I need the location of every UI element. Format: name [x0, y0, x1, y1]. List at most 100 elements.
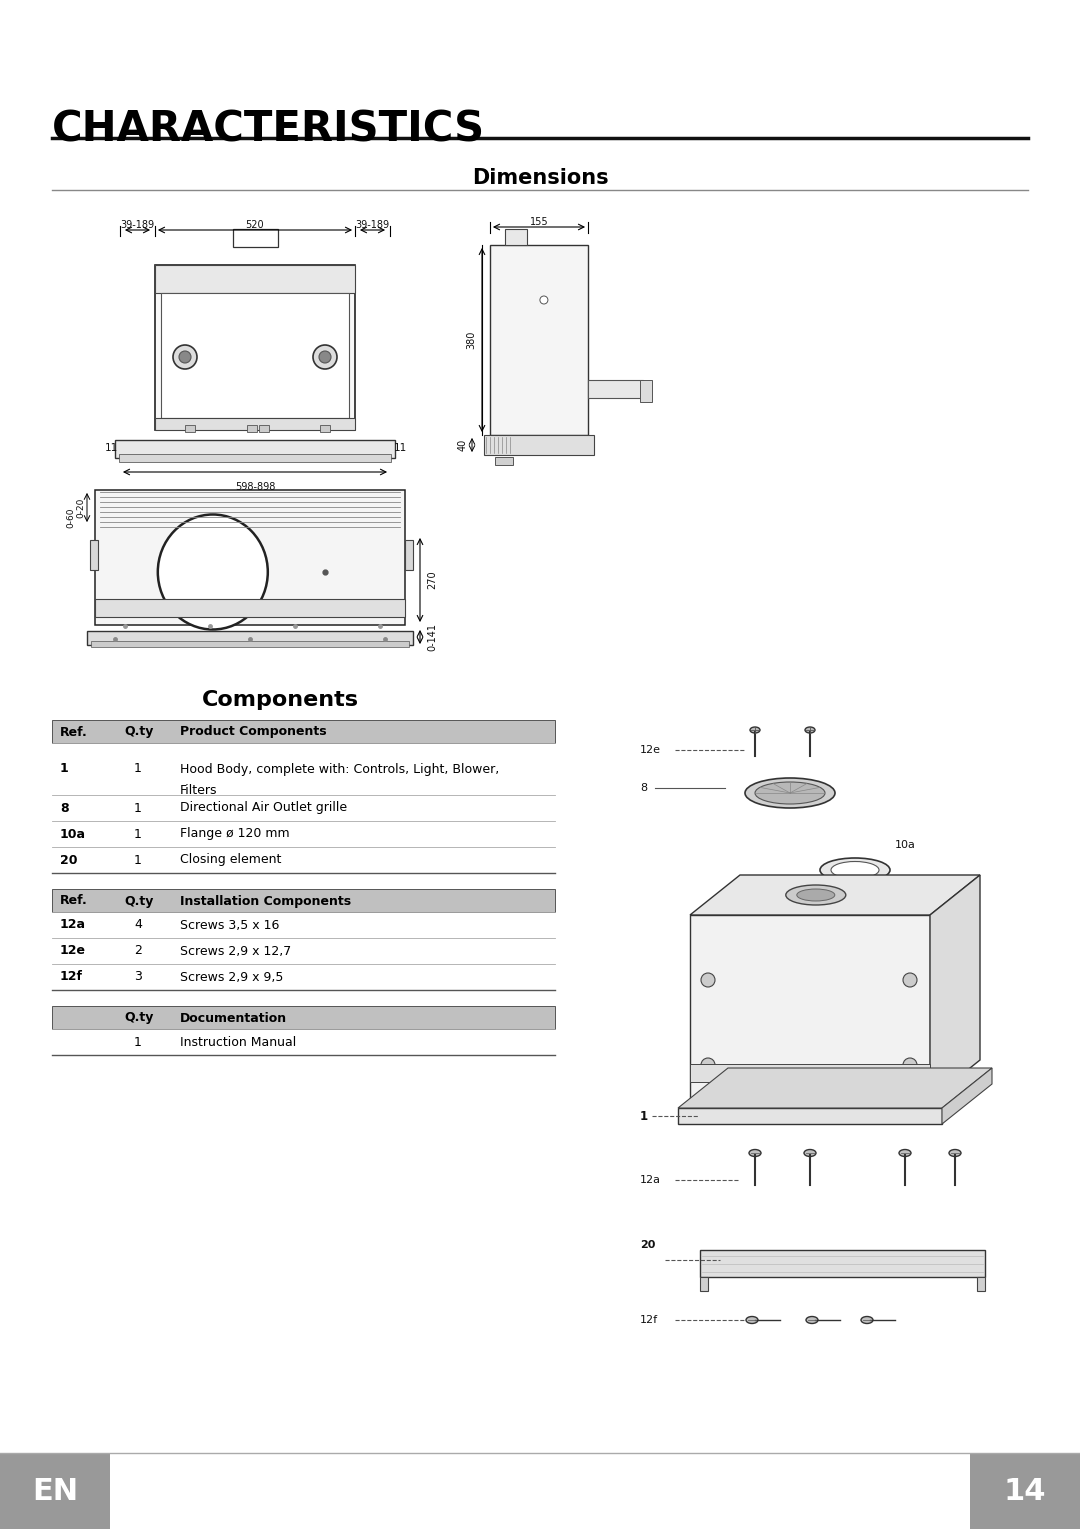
Text: 1: 1 — [640, 1110, 648, 1122]
Ellipse shape — [949, 1150, 961, 1156]
Text: 39-189: 39-189 — [120, 220, 154, 229]
Text: 12e: 12e — [640, 745, 661, 755]
Ellipse shape — [746, 1316, 758, 1324]
Ellipse shape — [745, 778, 835, 807]
Ellipse shape — [786, 885, 846, 905]
Bar — [640, 381, 652, 402]
Bar — [52, 720, 555, 743]
Circle shape — [179, 352, 191, 362]
Bar — [161, 294, 349, 417]
Bar — [320, 425, 330, 433]
Ellipse shape — [797, 888, 835, 901]
Ellipse shape — [158, 514, 268, 630]
Ellipse shape — [820, 858, 890, 882]
Text: Screws 3,5 x 16: Screws 3,5 x 16 — [180, 919, 280, 931]
Text: 10a: 10a — [895, 839, 916, 850]
Bar — [690, 1064, 930, 1083]
Circle shape — [540, 297, 548, 304]
Text: Hood Body, complete with: Controls, Light, Blower,: Hood Body, complete with: Controls, Ligh… — [180, 763, 499, 775]
Circle shape — [319, 352, 330, 362]
Ellipse shape — [806, 1316, 818, 1324]
Bar — [156, 265, 355, 294]
Text: 40: 40 — [458, 439, 468, 451]
Polygon shape — [930, 875, 980, 1099]
Bar — [977, 1277, 985, 1290]
Text: 14: 14 — [1003, 1477, 1047, 1506]
Circle shape — [903, 1058, 917, 1072]
Bar — [0, 1453, 110, 1529]
Text: 1: 1 — [134, 827, 141, 841]
Circle shape — [701, 972, 715, 988]
Bar — [910, 1083, 918, 1089]
Bar — [156, 417, 355, 430]
Text: 1: 1 — [134, 801, 141, 815]
Text: Components: Components — [202, 690, 359, 709]
Text: CHARACTERISTICS: CHARACTERISTICS — [52, 109, 485, 150]
Circle shape — [313, 346, 337, 368]
Text: Closing element: Closing element — [180, 853, 282, 867]
Bar — [505, 229, 527, 245]
Ellipse shape — [899, 1150, 912, 1156]
Bar — [95, 489, 405, 625]
Ellipse shape — [750, 1150, 761, 1156]
Bar — [739, 1083, 747, 1089]
Text: Directional Air Outlet grille: Directional Air Outlet grille — [180, 801, 347, 815]
Text: Flange ø 120 mm: Flange ø 120 mm — [180, 827, 289, 841]
Bar — [185, 425, 195, 433]
Bar — [91, 641, 409, 647]
Text: 0-20: 0-20 — [77, 498, 85, 518]
Text: Filters: Filters — [180, 784, 217, 798]
Bar — [87, 631, 413, 645]
Text: 12a: 12a — [640, 1174, 661, 1185]
Text: 1: 1 — [134, 1035, 141, 1049]
Circle shape — [173, 346, 197, 368]
Bar — [233, 229, 278, 248]
Bar — [156, 265, 355, 430]
Text: Screws 2,9 x 12,7: Screws 2,9 x 12,7 — [180, 945, 292, 957]
Bar — [95, 599, 405, 618]
Text: 20: 20 — [640, 1240, 656, 1251]
Bar — [259, 425, 269, 433]
Text: 1: 1 — [134, 763, 141, 775]
Text: Dimensions: Dimensions — [472, 168, 608, 188]
Bar — [119, 454, 391, 462]
Bar — [247, 425, 257, 433]
Text: Q.ty: Q.ty — [124, 725, 153, 739]
Bar — [727, 1083, 735, 1089]
Text: Q.ty: Q.ty — [124, 1012, 153, 1024]
Text: Product Components: Product Components — [180, 725, 326, 739]
Text: 12a: 12a — [60, 919, 86, 931]
Ellipse shape — [831, 861, 879, 879]
Text: 380: 380 — [465, 330, 476, 349]
Text: Instruction Manual: Instruction Manual — [180, 1035, 296, 1049]
Text: 2: 2 — [134, 945, 141, 957]
Bar — [900, 1083, 908, 1089]
Text: EN: EN — [32, 1477, 78, 1506]
Bar — [588, 381, 643, 398]
Polygon shape — [942, 1067, 993, 1124]
Bar — [90, 540, 98, 570]
Text: 3: 3 — [134, 971, 141, 983]
Text: 12f: 12f — [60, 971, 83, 983]
Text: 598-898: 598-898 — [234, 482, 275, 492]
Bar — [52, 888, 555, 911]
Text: 8: 8 — [60, 801, 69, 815]
Bar — [484, 434, 594, 456]
Text: Screws 2,9 x 9,5: Screws 2,9 x 9,5 — [180, 971, 283, 983]
Text: 12e: 12e — [60, 945, 86, 957]
Text: 12f: 12f — [640, 1315, 658, 1326]
Text: 155: 155 — [529, 217, 549, 226]
Text: Ref.: Ref. — [60, 894, 87, 908]
Text: 520: 520 — [245, 220, 265, 229]
Bar — [490, 245, 588, 434]
Bar — [405, 540, 413, 570]
Text: 11: 11 — [105, 443, 118, 453]
Text: 270: 270 — [427, 570, 437, 589]
Text: Q.ty: Q.ty — [124, 894, 153, 908]
Ellipse shape — [861, 1316, 873, 1324]
Circle shape — [701, 1058, 715, 1072]
Text: 20: 20 — [60, 853, 78, 867]
Bar — [114, 440, 395, 459]
Polygon shape — [690, 875, 980, 914]
Text: 0-60: 0-60 — [67, 508, 76, 528]
